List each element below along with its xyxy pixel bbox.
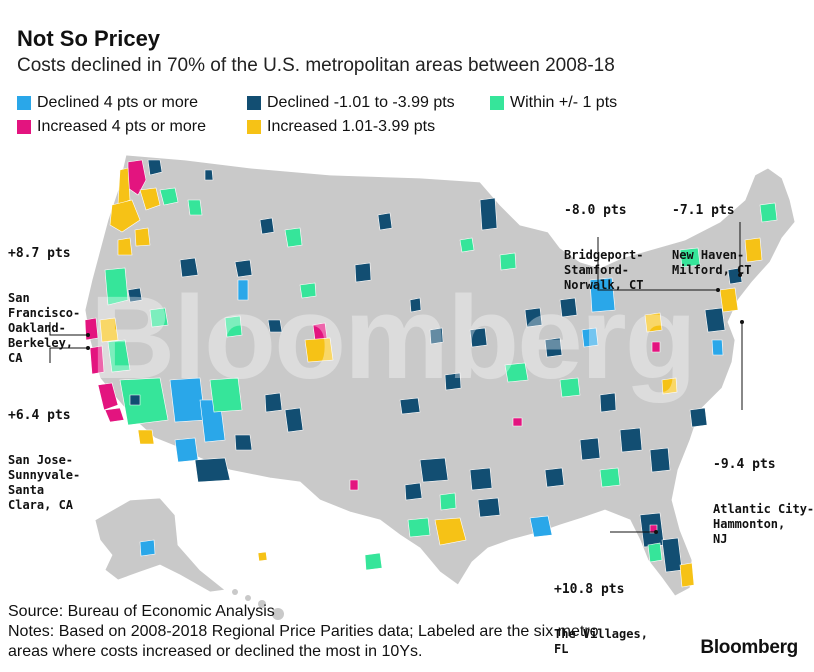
leader-lines [49,222,743,533]
label-bridgeport: -8.0 pts Bridgeport- Stamford- Norwalk, … [564,173,643,308]
hawaii [232,589,284,620]
label-san-francisco: +8.7 pts San Francisco- Oakland- Berkele… [8,216,80,381]
label-name: New Haven- Milford, CT [672,248,752,277]
watermark: Bloomberg [90,272,697,404]
legend-declined-4: Declined 4 pts or more [17,94,198,112]
legend-label: Declined 4 pts or more [37,94,198,111]
legend-label: Declined -1.01 to -3.99 pts [267,94,455,111]
label-name: Atlantic City- Hammonton, NJ [713,502,814,546]
footer-notes-line1: Notes: Based on 2008-2018 Regional Price… [8,623,599,640]
label-name: San Francisco- Oakland- Berkeley, CA [8,291,81,365]
legend-declined-1-4: Declined -1.01 to -3.99 pts [247,94,455,112]
legend-label: Within +/- 1 pts [510,94,618,111]
label-value: +6.4 pts [8,408,71,423]
legend-label: Increased 1.01-3.99 pts [267,118,436,135]
label-value: +8.7 pts [8,246,71,261]
label-name: Bridgeport- Stamford- Norwalk, CT [564,248,644,292]
label-points [86,273,744,534]
alaska [94,497,226,593]
footer-notes-line2: areas where costs increased or declined … [8,643,423,660]
chart-title: Not So Pricey [17,26,161,51]
legend-within-1: Within +/- 1 pts [490,94,617,112]
label-san-jose: +6.4 pts San Jose- Sunnyvale- Santa Clar… [8,378,80,528]
label-name: San Jose- Sunnyvale- Santa Clara, CA [8,453,81,512]
legend-swatch [17,96,31,110]
metro-areas [84,159,778,588]
legend-label: Increased 4 pts or more [37,118,206,135]
label-new-haven: -7.1 pts New Haven- Milford, CT [672,173,751,293]
legend-swatch [247,96,261,110]
label-the-villages: +10.8 pts The Villages, FL [554,552,648,672]
label-value: -9.4 pts [713,457,776,472]
legend-increased-4: Increased 4 pts or more [17,118,206,136]
label-value: +10.8 pts [554,582,625,597]
legend-swatch [247,120,261,134]
bloomberg-logo: Bloomberg [700,637,798,658]
legend-swatch [490,96,504,110]
chart-subtitle: Costs declined in 70% of the U.S. metrop… [17,55,615,76]
label-value: -8.0 pts [564,203,627,218]
legend-increased-1-4: Increased 1.01-3.99 pts [247,118,435,136]
legend-swatch [17,120,31,134]
label-atlantic-city: -9.4 pts Atlantic City- Hammonton, NJ [713,427,814,562]
footer-source: Source: Bureau of Economic Analysis [8,603,275,620]
label-name: The Villages, FL [554,627,648,656]
label-value: -7.1 pts [672,203,735,218]
